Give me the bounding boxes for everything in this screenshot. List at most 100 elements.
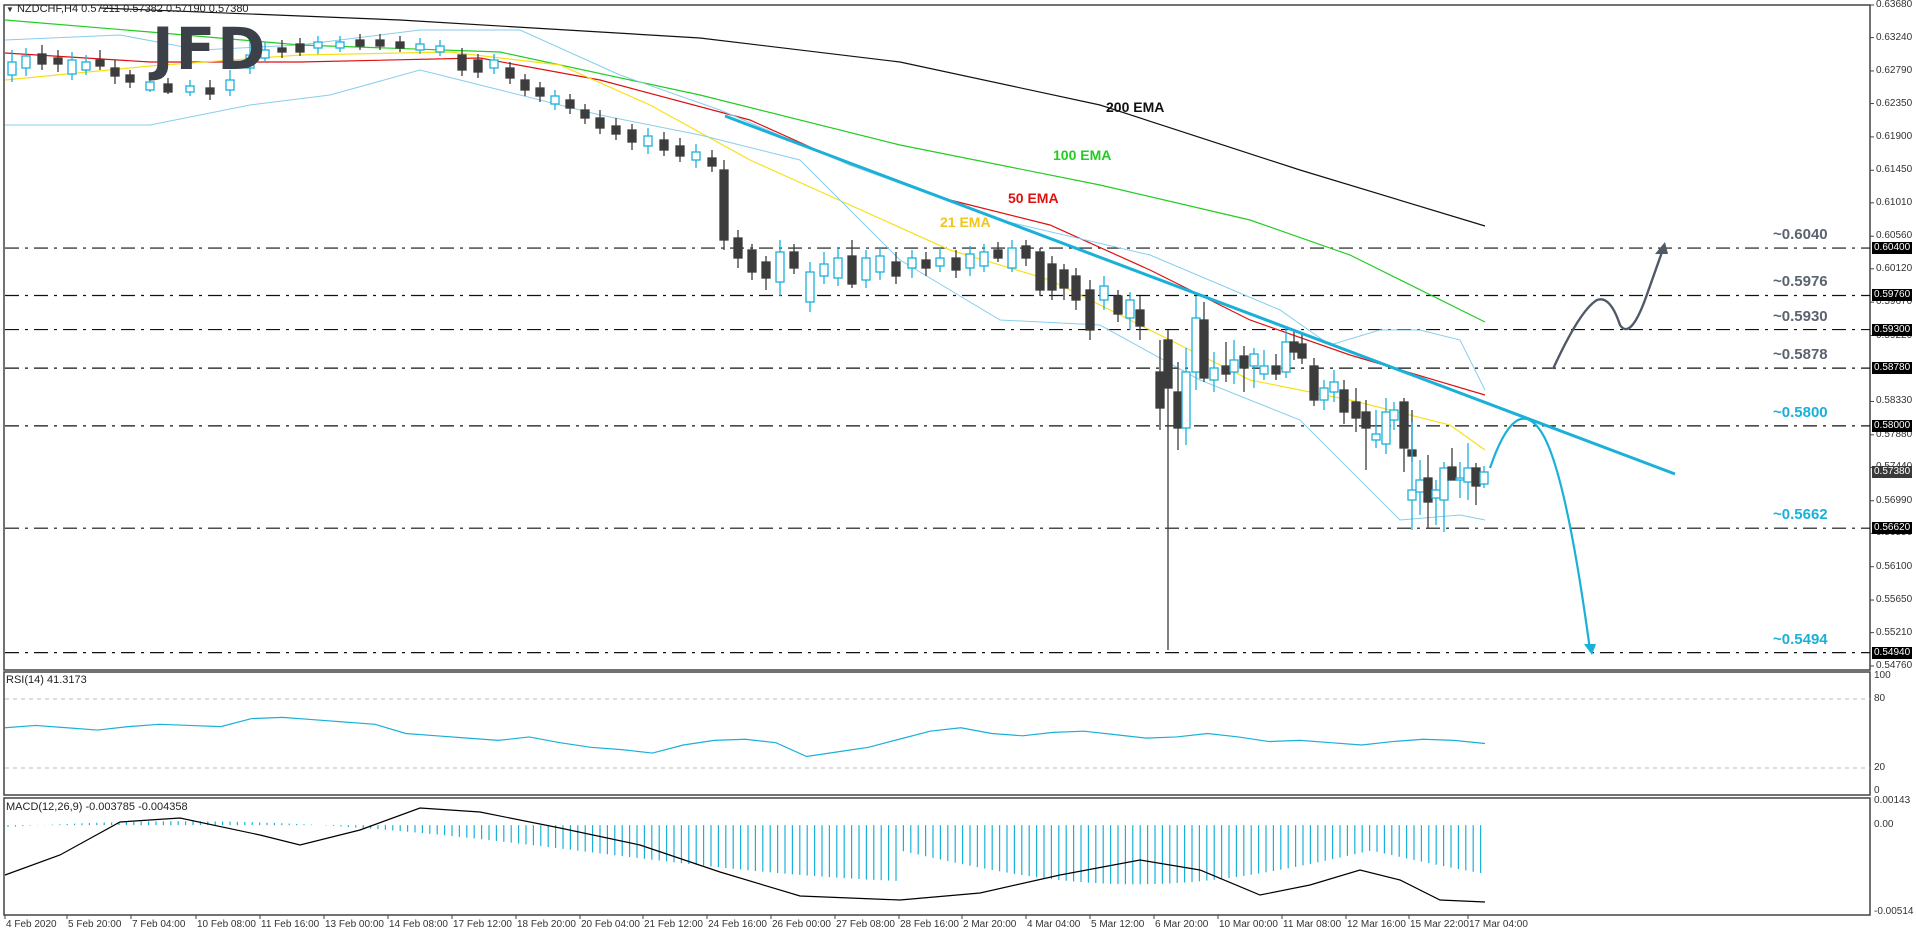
bear-candle[interactable]: [1309, 365, 1319, 401]
bull-candle[interactable]: [7, 61, 17, 76]
bull-candle[interactable]: [1319, 387, 1329, 401]
bull-candle[interactable]: [1381, 411, 1391, 445]
bull-candle[interactable]: [1099, 285, 1109, 301]
bear-candle[interactable]: [565, 99, 575, 109]
bear-candle[interactable]: [520, 79, 530, 91]
bear-candle[interactable]: [595, 117, 605, 129]
bear-candle[interactable]: [37, 53, 47, 65]
bear-candle[interactable]: [1339, 389, 1349, 413]
bear-candle[interactable]: [457, 54, 467, 71]
bear-candle[interactable]: [1221, 365, 1231, 375]
bull-candle[interactable]: [415, 43, 425, 51]
bear-candle[interactable]: [993, 249, 1003, 259]
bull-candle[interactable]: [1329, 381, 1339, 393]
bear-candle[interactable]: [1399, 401, 1409, 449]
bear-candle[interactable]: [789, 251, 799, 269]
bull-candle[interactable]: [1439, 467, 1449, 501]
bull-candle[interactable]: [775, 251, 785, 283]
bull-candle[interactable]: [1455, 477, 1465, 481]
bear-candle[interactable]: [395, 41, 405, 49]
bear-candle[interactable]: [921, 259, 931, 269]
bear-candle[interactable]: [473, 59, 483, 73]
bear-candle[interactable]: [707, 157, 717, 167]
bull-candle[interactable]: [67, 59, 77, 75]
bear-candle[interactable]: [891, 261, 901, 277]
bull-candle[interactable]: [260, 49, 270, 59]
bull-candle[interactable]: [1259, 365, 1269, 375]
bear-candle[interactable]: [1239, 355, 1249, 369]
bear-candle[interactable]: [1351, 401, 1361, 419]
bull-candle[interactable]: [1229, 359, 1239, 373]
bull-candle[interactable]: [1463, 467, 1473, 483]
bull-candle[interactable]: [185, 85, 195, 93]
bear-candle[interactable]: [1047, 263, 1057, 291]
bull-candle[interactable]: [225, 79, 235, 91]
bear-candle[interactable]: [1085, 289, 1095, 331]
bear-candle[interactable]: [675, 145, 685, 157]
bull-candle[interactable]: [1209, 367, 1219, 381]
bear-candle[interactable]: [951, 257, 961, 271]
bearish-scenario-arrow[interactable]: [1488, 417, 1592, 651]
bear-candle[interactable]: [1113, 295, 1123, 315]
bull-candle[interactable]: [1125, 299, 1135, 319]
bear-candle[interactable]: [747, 249, 757, 273]
bear-candle[interactable]: [1021, 245, 1031, 259]
bull-candle[interactable]: [245, 54, 255, 69]
bear-candle[interactable]: [505, 67, 515, 79]
bull-candle[interactable]: [1415, 479, 1425, 493]
bull-candle[interactable]: [1281, 341, 1291, 373]
descending-trendline[interactable]: [724, 114, 1676, 476]
bear-candle[interactable]: [1289, 341, 1299, 353]
bull-candle[interactable]: [833, 257, 843, 279]
bear-candle[interactable]: [277, 47, 287, 53]
bull-candle[interactable]: [861, 257, 871, 281]
bear-candle[interactable]: [611, 125, 621, 135]
bear-candle[interactable]: [847, 255, 857, 285]
bear-candle[interactable]: [110, 67, 120, 77]
bull-candle[interactable]: [1389, 409, 1399, 421]
bull-candle[interactable]: [1479, 471, 1489, 485]
bull-candle[interactable]: [1191, 317, 1201, 373]
symbol-header[interactable]: ▼ NZDCHF,H4 0.57211 0.57382 0.57190 0.57…: [6, 3, 249, 15]
bear-candle[interactable]: [375, 39, 385, 47]
bull-candle[interactable]: [819, 263, 829, 277]
bull-candle[interactable]: [1407, 489, 1417, 501]
bear-candle[interactable]: [761, 261, 771, 279]
bull-candle[interactable]: [81, 61, 91, 71]
bull-candle[interactable]: [1371, 433, 1381, 441]
bear-candle[interactable]: [1471, 467, 1481, 487]
bull-candle[interactable]: [979, 251, 989, 267]
bull-candle[interactable]: [1249, 353, 1259, 367]
bear-candle[interactable]: [1297, 343, 1307, 359]
bull-candle[interactable]: [435, 45, 445, 53]
bear-candle[interactable]: [295, 43, 305, 53]
bull-candle[interactable]: [1181, 371, 1191, 429]
bear-candle[interactable]: [1271, 365, 1281, 375]
bullish-scenario-arrow[interactable]: [1551, 251, 1664, 370]
bull-candle[interactable]: [550, 95, 560, 105]
bear-candle[interactable]: [580, 109, 590, 119]
bear-candle[interactable]: [1423, 477, 1433, 503]
collapse-triangle-icon[interactable]: ▼: [6, 5, 14, 14]
bear-candle[interactable]: [1035, 251, 1045, 291]
bull-candle[interactable]: [1431, 489, 1441, 499]
bear-candle[interactable]: [659, 139, 669, 151]
bull-candle[interactable]: [145, 81, 155, 91]
bear-candle[interactable]: [719, 169, 729, 241]
bear-candle[interactable]: [1059, 269, 1069, 289]
bull-candle[interactable]: [489, 59, 499, 69]
bear-candle[interactable]: [53, 57, 63, 65]
bear-candle[interactable]: [1447, 466, 1457, 481]
bear-candle[interactable]: [95, 59, 105, 67]
bear-candle[interactable]: [355, 39, 365, 47]
bull-candle[interactable]: [1007, 247, 1017, 269]
bear-candle[interactable]: [733, 237, 743, 259]
bear-candle[interactable]: [535, 87, 545, 97]
bull-candle[interactable]: [21, 55, 31, 69]
bear-candle[interactable]: [1361, 411, 1371, 429]
bull-candle[interactable]: [907, 257, 917, 269]
bear-candle[interactable]: [125, 74, 135, 83]
bull-candle[interactable]: [643, 135, 653, 147]
bear-candle[interactable]: [163, 83, 173, 93]
